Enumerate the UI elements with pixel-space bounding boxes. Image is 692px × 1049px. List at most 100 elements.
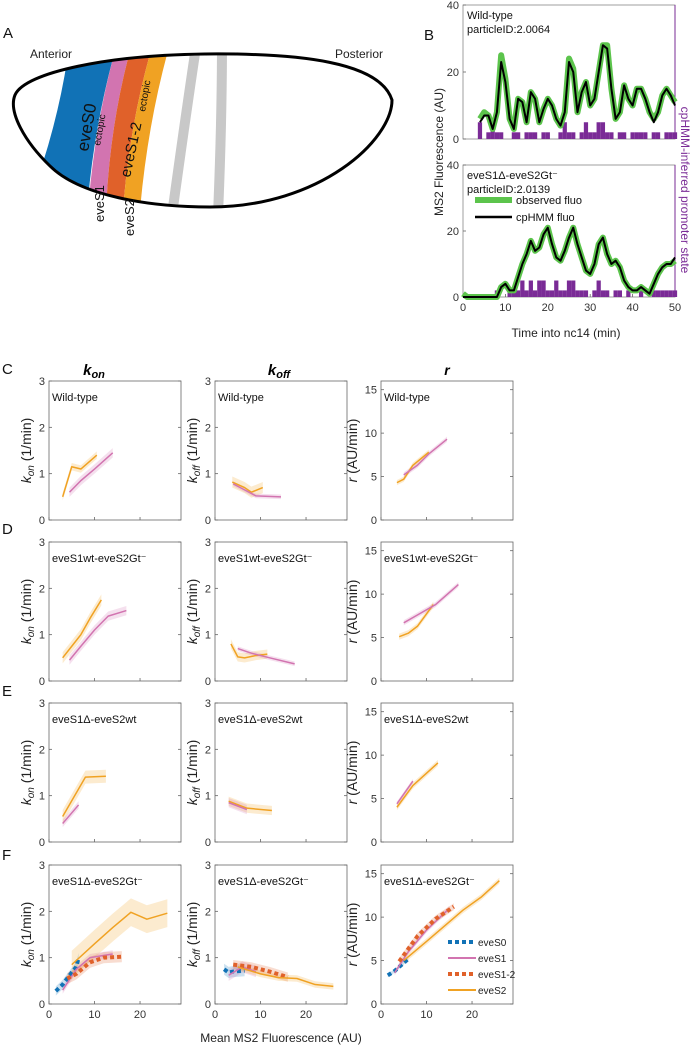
promoter-state-bar [566,280,572,297]
y-tick-label: 0 [205,837,211,849]
y-tick-label: 0 [453,134,459,146]
axes-box [48,380,182,521]
y-axis-label: koff (1/min) [184,579,203,645]
promoter-state-bar [511,132,516,139]
y-axis-label: koff (1/min) [184,740,203,806]
series-line-eveS2 [237,966,334,988]
promoter-state-bar [558,132,563,139]
promoter-state-bar [626,290,631,297]
series-line-eveS2 [398,604,434,638]
stripe-grey-1 [167,53,202,208]
promoter-state-bar [672,290,678,297]
y-tick-label: 2 [39,583,45,595]
embryo-outline [12,52,394,209]
error-band-eveS1-2 [67,951,122,985]
y-tick-label: 0 [371,837,377,849]
y-tick-label: 0 [39,515,45,527]
promoter-state-bar [532,290,538,297]
cphmm-fluo-line [463,226,676,298]
promoter-state-bar [638,290,644,297]
error-band-eveS2 [62,451,97,501]
y-axis-label: r (AU/min) [344,903,360,967]
promoter-state-bar [592,132,597,139]
series-line-eveS1 [396,780,414,805]
panel-annotation: eveS1Δ-eveS2wt [218,714,302,726]
y-tick-label: 1 [39,953,45,965]
panel-annotation: eveS1Δ-eveS2wt [384,714,468,726]
error-band-eveS2 [228,796,272,816]
x-tick-label: 20 [466,1009,478,1021]
series-line-eveS1-2 [397,905,455,963]
stripe-grey-2 [213,53,227,208]
promoter-state-bar [562,290,567,297]
promoter-state-bar [664,132,669,139]
promoter-state-bar [664,290,669,297]
panel-b-xlabel: Time into nc14 (min) [512,326,621,340]
y-tick-label: 3 [39,376,45,388]
series-line-eveS1 [62,953,113,991]
y-tick-label: 0 [205,999,211,1011]
panel-label-b: B [424,27,434,44]
y-tick-label: 40 [447,160,459,172]
legend-label: eveS1 [478,954,507,965]
y-tick-label: 2 [205,906,211,918]
y-tick-label: 0 [371,999,377,1011]
promoter-state-bar [528,280,533,297]
anterior-label: Anterior [30,47,72,61]
y-tick-label: 5 [371,633,377,645]
x-tick-label: 0 [460,302,466,314]
axes-box [380,702,514,843]
x-tick-label: 10 [420,1009,432,1021]
panel-b-legend: observed fluo cpHMM fluo [475,195,582,224]
promoter-state-bar [638,132,644,139]
panel-F-kon: 0 1 2 3 0 10 20 kon (1/min) eveS1Δ-eveS2Gt⁻ [18,860,182,1021]
y-tick-label: 10 [365,589,377,601]
trace-annotation: eveS1Δ-eveS2Gt⁻ [467,170,558,182]
promoter-state-bar [600,122,606,139]
series-line-eveS2 [403,880,500,962]
promoter-state-bar [622,132,627,139]
series-line-eveS2 [62,599,102,659]
y-tick-label: 2 [39,906,45,918]
promoter-state-bar [579,132,584,139]
y-tick-label: 20 [447,226,459,238]
series-line-eveS2 [228,800,272,812]
promoter-state-bar [562,122,567,139]
y-tick-label: 5 [371,794,377,806]
y-axis-label: r (AU/min) [344,741,360,805]
panel-a: A Anterior Posterior eveS0 ectopic eveS1… [3,25,394,236]
promoter-state-bar [558,290,563,297]
promoter-state-bar [672,132,678,139]
promoter-state-bar [588,132,593,139]
promoter-state-bar [554,280,559,297]
y-tick-label: 20 [447,67,459,79]
promoter-state-bar [634,132,639,139]
series-line-eveS0 [54,957,81,993]
promoter-state-bar [520,280,525,297]
promoter-state-bar [575,290,580,297]
panel-b-right-ylabel: cpHMM-inferred promoter state [678,107,692,274]
panel-annotation: Wild-type [218,392,264,404]
trace-annotation: particleID:2.0139 [467,184,550,196]
panel-F-koff: 0 1 2 3 0 10 20 koff (1/min) eveS1Δ-eveS2Gt⁻ [184,860,348,1021]
y-axis-label: kon (1/min) [18,740,37,806]
promoter-state-bar [643,132,648,139]
series-line-eveS1-2 [232,962,289,980]
promoter-state-bar [583,290,589,297]
series-line-eveS2 [61,454,98,498]
panel-annotation: eveS1Δ-eveS2Gt⁻ [218,876,309,888]
promoter-state-bar [605,132,610,139]
legend-label: eveS1-2 [478,970,516,981]
promoter-state-bar [579,290,584,297]
y-tick-label: 0 [371,515,377,527]
axes-box [214,541,348,682]
error-band-eveS1 [394,905,450,976]
eveS0-ectopic-label: ectopic [92,113,108,146]
panel-label-d: D [2,521,13,538]
panel-F-r: 0 5 10 15 0 10 20 r (AU/min) eveS1Δ-eveS2Gt⁻ eveS… [344,864,516,1021]
y-tick-label: 5 [371,956,377,968]
promoter-state-bar [477,122,483,139]
y-tick-label: 3 [205,376,211,388]
column-header-koff: koff [268,362,292,381]
